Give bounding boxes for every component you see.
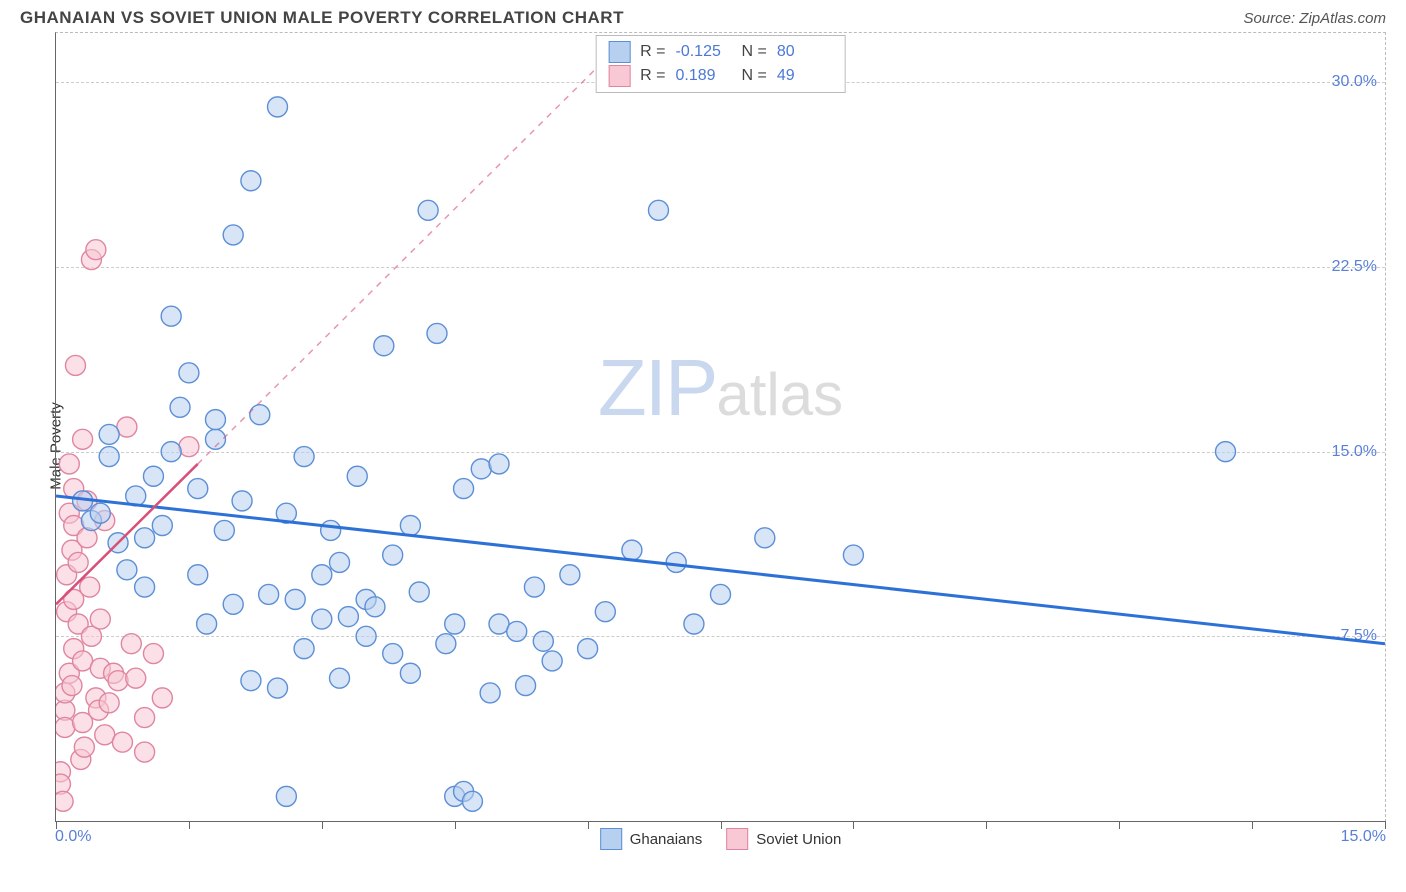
legend-item-ghanaians: Ghanaians <box>600 828 703 850</box>
correlation-legend-row-ghanaians: R = -0.125 N = 80 <box>608 40 833 64</box>
n-value-soviet: 49 <box>777 67 833 85</box>
n-label: N = <box>742 67 767 85</box>
scatter-plot-svg <box>56 33 1385 821</box>
legend-swatch-blue <box>608 41 630 63</box>
source-attribution: Source: ZipAtlas.com <box>1243 10 1386 27</box>
x-axis: 0.0% Ghanaians Soviet Union 15.0% <box>55 828 1386 856</box>
correlation-legend: R = -0.125 N = 80 R = 0.189 N = 49 <box>595 35 846 93</box>
legend-item-soviet: Soviet Union <box>726 828 841 850</box>
r-value-ghanaians: -0.125 <box>676 43 732 61</box>
legend-swatch-pink <box>608 65 630 87</box>
chart-title: GHANAIAN VS SOVIET UNION MALE POVERTY CO… <box>20 8 624 28</box>
r-value-soviet: 0.189 <box>676 67 732 85</box>
x-tick-label-max: 15.0% <box>1341 828 1386 846</box>
legend-swatch-soviet <box>726 828 748 850</box>
chart-plot-area: ZIPatlas R = -0.125 N = 80 R = 0.189 N =… <box>55 32 1386 822</box>
x-tick-label-min: 0.0% <box>55 828 91 846</box>
r-label: R = <box>640 67 665 85</box>
series-legend: Ghanaians Soviet Union <box>600 828 842 850</box>
legend-swatch-ghanaians <box>600 828 622 850</box>
correlation-legend-row-soviet: R = 0.189 N = 49 <box>608 64 833 88</box>
n-value-ghanaians: 80 <box>777 43 833 61</box>
r-label: R = <box>640 43 665 61</box>
n-label: N = <box>742 43 767 61</box>
legend-label-ghanaians: Ghanaians <box>630 831 703 848</box>
legend-label-soviet: Soviet Union <box>756 831 841 848</box>
